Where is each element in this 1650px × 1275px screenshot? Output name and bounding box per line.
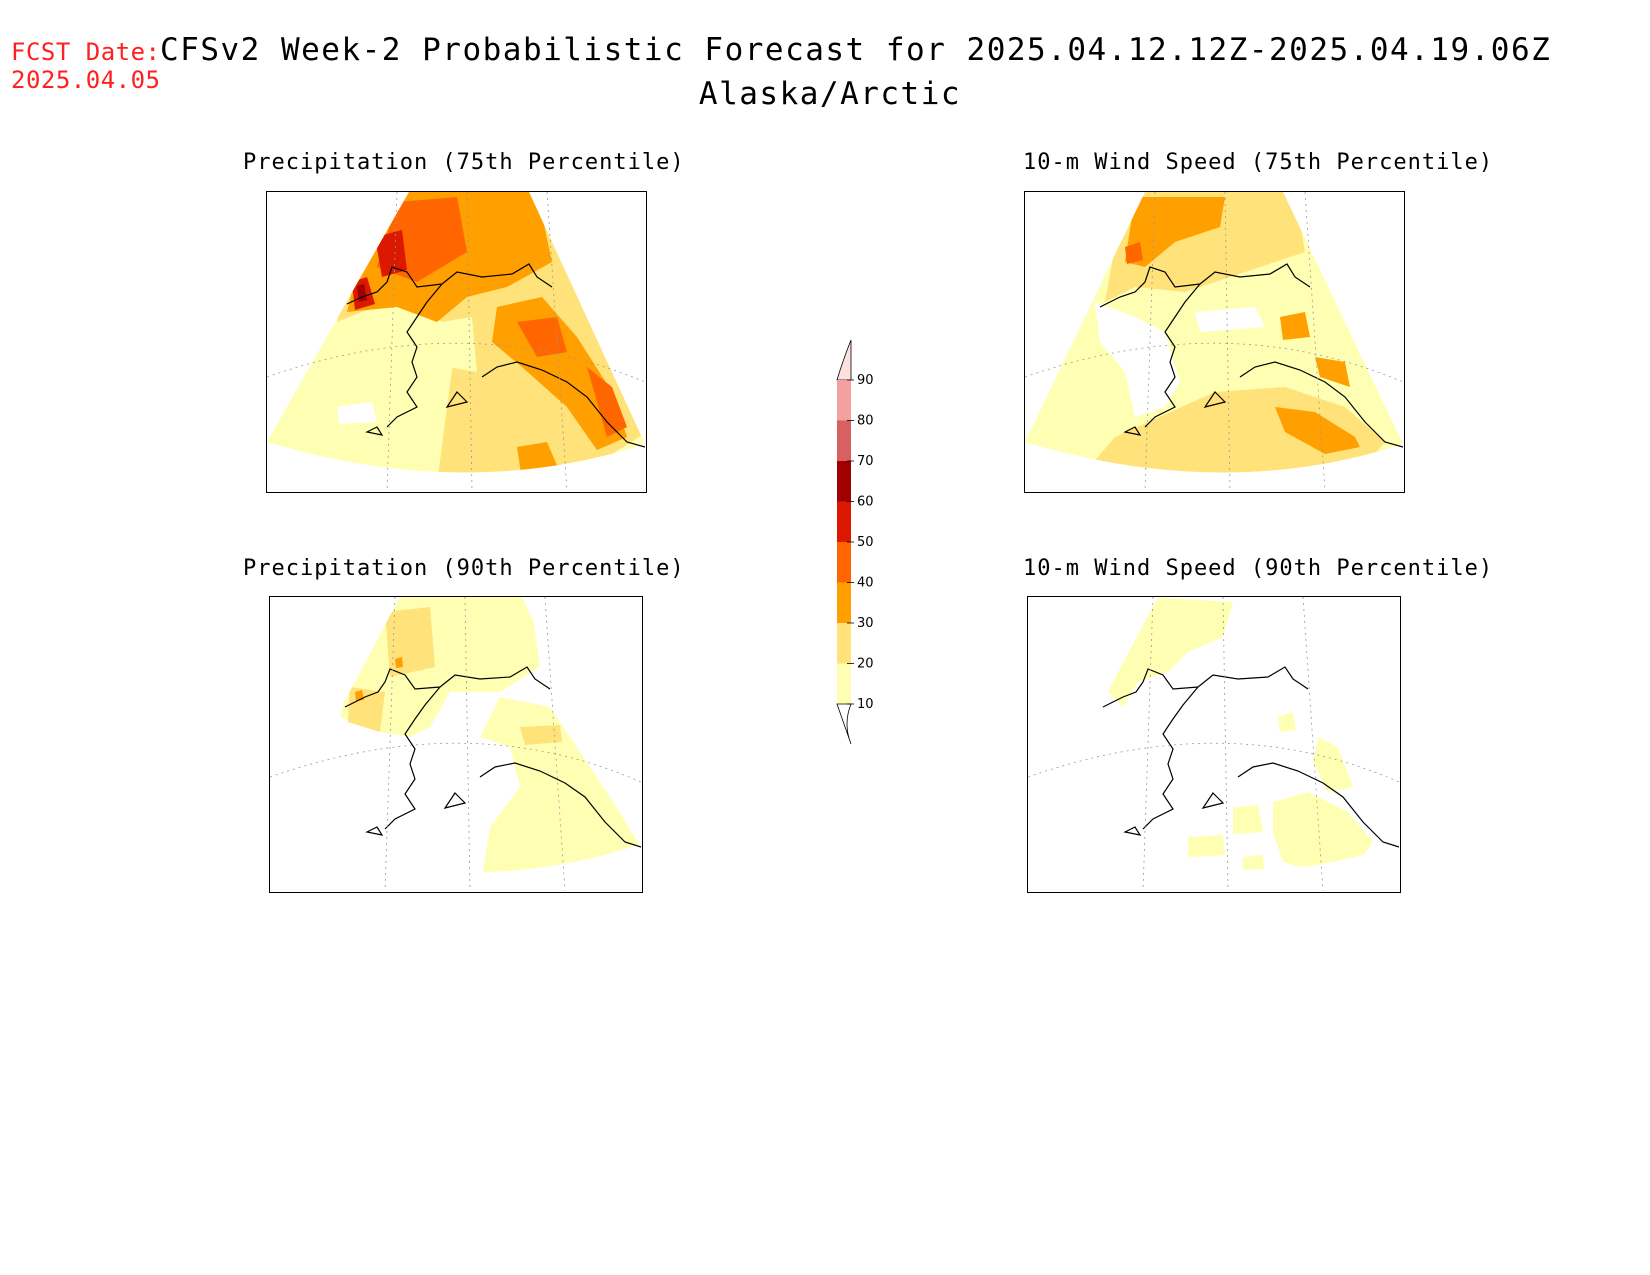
coastline	[1102, 666, 1399, 848]
coastline	[1099, 263, 1403, 448]
colorbar-label: 20	[857, 657, 874, 672]
colorbar-legend: 90 80 70 60 50 40 30 20 10	[828, 335, 888, 745]
graticule	[1028, 597, 1399, 891]
map-wind-90	[1027, 596, 1401, 893]
coastline	[344, 666, 641, 848]
colorbar-label: 40	[857, 576, 874, 591]
colorbar-label: 70	[857, 454, 874, 469]
page-title: CFSv2 Week-2 Probabilistic Forecast for …	[160, 32, 1552, 68]
colorbar-bottom-arrow	[836, 703, 852, 745]
colorbar-label: 50	[857, 535, 874, 550]
colorbar-label: 10	[857, 697, 874, 712]
coastline	[346, 263, 645, 448]
map-precip-75	[266, 191, 647, 493]
panel-title-precip-75: Precipitation (75th Percentile)	[243, 150, 685, 175]
panel-title-wind-75: 10-m Wind Speed (75th Percentile)	[1023, 150, 1494, 175]
forecast-date-value: 2025.04.05	[11, 66, 161, 94]
map-wind-75	[1024, 191, 1405, 493]
colorbar-svg: 90 80 70 60 50 40 30 20 10	[836, 339, 874, 745]
forecast-date-label: FCST Date:	[11, 38, 161, 66]
colorbar-top-arrow	[836, 339, 852, 381]
graticule	[1025, 192, 1403, 491]
graticule	[270, 597, 641, 891]
region-subtitle: Alaska/Arctic	[698, 76, 962, 112]
colorbar-swatch	[837, 461, 851, 502]
colorbar-label: 30	[857, 616, 874, 631]
panel-title-wind-90: 10-m Wind Speed (90th Percentile)	[1023, 556, 1494, 581]
colorbar-label: 60	[857, 495, 874, 510]
map-wind-90-svg	[1028, 597, 1399, 891]
colorbar-swatch	[837, 380, 851, 421]
panel-title-precip-90: Precipitation (90th Percentile)	[243, 556, 685, 581]
map-precip-75-svg	[267, 192, 645, 491]
colorbar-swatch	[837, 663, 851, 704]
map-precip-90	[269, 596, 643, 893]
colorbar-label: 80	[857, 414, 874, 429]
forecast-date: FCST Date: 2025.04.05	[11, 38, 161, 94]
colorbar-swatch	[837, 501, 851, 542]
map-precip-90-svg	[270, 597, 641, 891]
graticule	[267, 192, 645, 491]
colorbar-swatch	[837, 582, 851, 623]
colorbar-swatch	[837, 420, 851, 461]
colorbar-label: 90	[857, 373, 874, 388]
map-wind-75-svg	[1025, 192, 1403, 491]
colorbar-swatch	[837, 542, 851, 583]
colorbar-swatch	[837, 623, 851, 664]
